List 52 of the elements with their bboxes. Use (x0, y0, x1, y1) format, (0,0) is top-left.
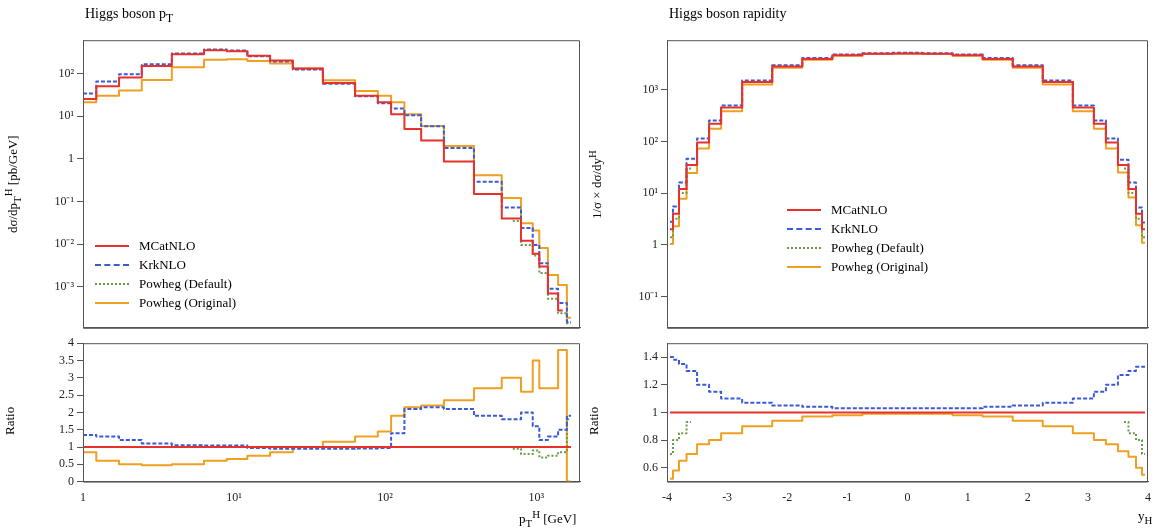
y-tick-label: 10² (642, 133, 659, 148)
legend-label: KrkNLO (831, 220, 878, 238)
y-tick-label: 1 (68, 439, 74, 454)
x-tick-label: 1 (80, 489, 86, 504)
legend-label: Powheg (Original) (139, 294, 237, 312)
y-tick-label: 1 (652, 404, 658, 419)
y-axis-title: Ratio (2, 406, 18, 435)
legend-label: Powheg (Default) (139, 275, 232, 293)
y-tick-label: 0.5 (59, 456, 74, 471)
y-tick-label: 10¹ (58, 108, 75, 123)
y-tick-label: 0 (68, 473, 74, 488)
x-axis-title: p$_{T}$$^{H}$ [GeV] (519, 508, 577, 529)
y-tick-label: 3.5 (59, 352, 74, 367)
y-tick-label: 10³ (642, 81, 659, 96)
x-tick-label: 10² (377, 489, 394, 504)
y-tick-label: 1 (68, 150, 74, 165)
x-tick-label: 4 (1145, 489, 1151, 504)
y-tick-label: 2.5 (59, 387, 74, 402)
y-tick-label: 4 (68, 335, 74, 350)
legend-label: MCatNLO (139, 237, 196, 255)
x-axis-title: y$_{H}$ (1138, 508, 1153, 526)
y-tick-label: 10⁻¹ (638, 288, 659, 303)
x-tick-label: 2 (1024, 489, 1031, 504)
x-tick-label: 3 (1084, 489, 1091, 504)
y-tick-label: 3 (68, 369, 74, 384)
x-tick-label: -4 (662, 489, 672, 504)
y-tick-label: 0.6 (643, 459, 658, 474)
y-axis-title: Ratio (586, 406, 602, 435)
chart-title: Higgs boson p$_{T}$ (85, 6, 174, 25)
legend-label: Powheg (Default) (831, 239, 924, 257)
y-tick-label: 1.4 (643, 349, 658, 364)
chart-title: Higgs boson rapidity (669, 6, 787, 22)
y-tick-label: 10² (58, 65, 75, 80)
x-tick-label: 10³ (528, 489, 545, 504)
y-tick-label: 0.8 (643, 432, 658, 447)
y-tick-label: 10⁻² (54, 236, 75, 251)
x-tick-label: 0 (904, 489, 911, 504)
legend-label: KrkNLO (139, 256, 186, 274)
legend-label: Powheg (Original) (831, 258, 929, 276)
legend-label: MCatNLO (831, 201, 888, 219)
y-tick-label: 1 (652, 237, 658, 252)
y-tick-label: 1.5 (59, 421, 74, 436)
y-tick-label: 10⁻¹ (54, 193, 75, 208)
x-tick-label: -2 (782, 489, 793, 504)
y-tick-label: 10¹ (642, 185, 659, 200)
x-tick-label: 10¹ (226, 489, 243, 504)
x-tick-label: -3 (722, 489, 733, 504)
y-tick-label: 1.2 (643, 376, 658, 391)
y-tick-label: 2 (68, 404, 74, 419)
x-tick-label: 1 (964, 489, 971, 504)
y-tick-label: 10⁻³ (54, 279, 75, 294)
x-tick-label: -1 (842, 489, 853, 504)
